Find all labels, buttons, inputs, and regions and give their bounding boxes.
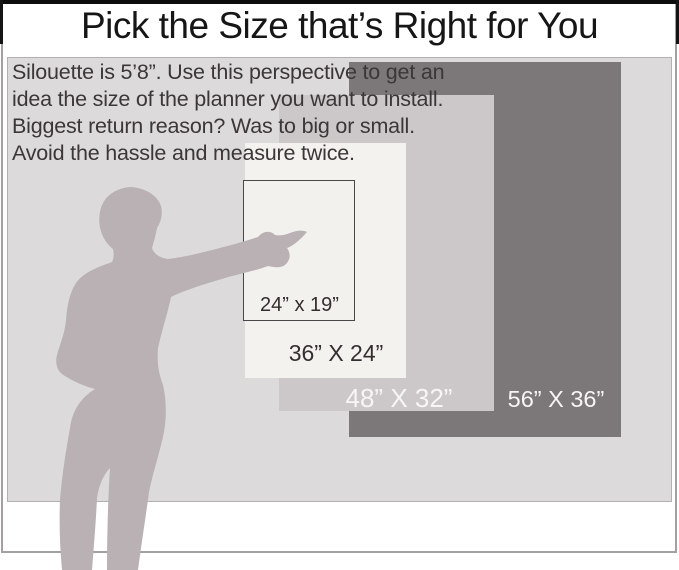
size-label-36x24: 36” X 24”: [288, 340, 384, 366]
size-label-56x36: 56” X 36”: [507, 386, 605, 412]
description-line: Avoid the hassle and measure twice.: [12, 141, 355, 165]
description-line: idea the size of the planner you want to…: [12, 87, 444, 111]
right-border-stub: [676, 0, 679, 44]
size-label-24x19: 24” x 19”: [260, 294, 339, 316]
description-line: Silouette is 5’8”. Use this perspective …: [12, 60, 445, 84]
left-border-stub: [0, 0, 3, 44]
description-line: Biggest return reason? Was to big or sma…: [12, 114, 415, 138]
top-border-bar: [0, 0, 679, 4]
outer-frame: [1, 4, 677, 553]
page-title: Pick the Size that’s Right for You: [80, 5, 599, 46]
size-label-48x32: 48” X 32”: [345, 383, 453, 413]
description-text: Silouette is 5’8”. Use this perspective …: [12, 59, 445, 167]
